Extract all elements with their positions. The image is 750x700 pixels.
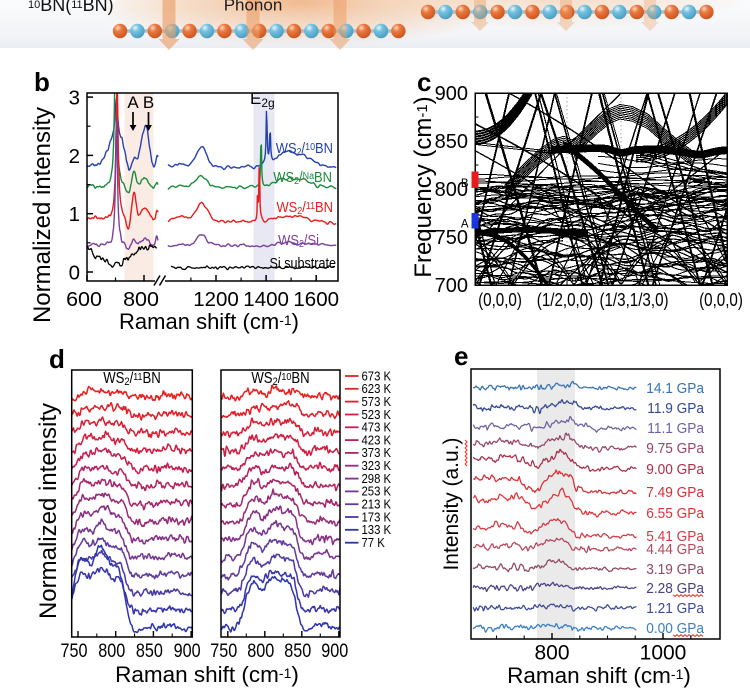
svg-text:B: B: [461, 178, 469, 190]
svg-text:7.49 GPa: 7.49 GPa: [646, 484, 705, 501]
svg-text:800: 800: [534, 642, 569, 665]
svg-text:b: b: [34, 67, 50, 97]
svg-text:298 K: 298 K: [362, 471, 392, 486]
svg-text:(1/2,0,0): (1/2,0,0): [537, 290, 593, 311]
svg-text:WS2/NaBN: WS2/NaBN: [273, 168, 332, 187]
svg-text:700: 700: [435, 275, 468, 297]
svg-text:A: A: [127, 93, 139, 112]
svg-text:9.00 GPa: 9.00 GPa: [646, 461, 705, 478]
svg-text:1400: 1400: [243, 288, 289, 311]
svg-text:3: 3: [69, 87, 80, 110]
svg-text:e: e: [454, 341, 468, 371]
svg-text:523 K: 523 K: [362, 407, 392, 422]
svg-text:11.1 GPa: 11.1 GPa: [647, 420, 705, 437]
svg-text:77 K: 77 K: [362, 535, 385, 550]
svg-text:1000: 1000: [640, 642, 687, 665]
svg-text:WS2/11BN: WS2/11BN: [103, 370, 161, 388]
svg-text:900: 900: [174, 640, 201, 662]
svg-text:(0,0,0): (0,0,0): [699, 290, 743, 311]
svg-text:11.9 GPa: 11.9 GPa: [647, 400, 705, 417]
svg-text:173 K: 173 K: [362, 510, 392, 525]
svg-text:213 K: 213 K: [362, 497, 392, 512]
svg-text:800: 800: [435, 179, 468, 201]
svg-text:900: 900: [321, 640, 348, 662]
svg-text:WS2/10BN: WS2/10BN: [276, 139, 333, 158]
svg-text:473 K: 473 K: [362, 420, 392, 435]
svg-text:Raman shift (cm-1): Raman shift (cm-1): [115, 662, 299, 687]
svg-text:Frequency (cm-1): Frequency (cm-1): [410, 96, 437, 277]
svg-text:9.75 GPa: 9.75 GPa: [646, 440, 705, 457]
svg-text:800: 800: [98, 640, 125, 662]
svg-text:850: 850: [136, 640, 163, 662]
svg-text:Intensity (a.u.): Intensity (a.u.): [440, 437, 463, 570]
svg-text:323 K: 323 K: [362, 458, 392, 473]
svg-text:600: 600: [66, 288, 102, 310]
svg-text:(0,0,0): (0,0,0): [478, 290, 522, 311]
svg-text:Raman shift (cm-1): Raman shift (cm-1): [507, 663, 691, 688]
svg-text:c: c: [417, 67, 431, 97]
svg-text:Normalized intensity: Normalized intensity: [35, 403, 62, 619]
svg-text:900: 900: [435, 83, 468, 105]
svg-text:Normalized intensity: Normalized intensity: [29, 107, 56, 323]
svg-text:WS2/10BN: WS2/10BN: [251, 370, 309, 388]
svg-text:E2g: E2g: [250, 89, 275, 110]
svg-text:5.41 GPa: 5.41 GPa: [646, 528, 705, 545]
svg-text:1600: 1600: [293, 288, 339, 311]
svg-text:133 K: 133 K: [362, 523, 392, 538]
svg-text:10BN(11BN): 10BN(11BN): [28, 0, 114, 15]
svg-text:2: 2: [69, 145, 80, 168]
svg-text:750: 750: [435, 227, 468, 249]
svg-text:253 K: 253 K: [362, 484, 392, 499]
svg-text:750: 750: [210, 640, 237, 662]
svg-text:800: 800: [247, 640, 274, 662]
svg-text:1.21 GPa: 1.21 GPa: [646, 600, 705, 617]
svg-text:2.28 GPa: 2.28 GPa: [646, 580, 705, 597]
svg-text:423 K: 423 K: [362, 433, 392, 448]
svg-text:Raman shift (cm-1): Raman shift (cm-1): [119, 309, 299, 334]
svg-text:B: B: [143, 93, 154, 112]
svg-text:14.1 GPa: 14.1 GPa: [646, 380, 705, 397]
svg-text:4.44 GPa: 4.44 GPa: [646, 541, 705, 558]
svg-text:0.00 GPa: 0.00 GPa: [646, 620, 705, 637]
svg-text:1: 1: [69, 203, 80, 226]
svg-text:6.55 GPa: 6.55 GPa: [646, 505, 705, 522]
svg-text:Phonon: Phonon: [224, 0, 283, 15]
svg-text:850: 850: [435, 131, 468, 153]
svg-text:A: A: [461, 219, 469, 231]
svg-text:WS2/Si: WS2/Si: [278, 231, 319, 250]
svg-text:d: d: [49, 344, 65, 374]
svg-text:WS2/11BN: WS2/11BN: [276, 198, 333, 217]
svg-text:673 K: 673 K: [362, 369, 392, 384]
svg-text:623 K: 623 K: [362, 382, 392, 397]
svg-text:1200: 1200: [193, 288, 239, 311]
svg-text:3.19 GPa: 3.19 GPa: [646, 561, 705, 578]
svg-text:750: 750: [61, 640, 88, 662]
svg-text:573 K: 573 K: [362, 394, 392, 409]
svg-text:850: 850: [284, 640, 311, 662]
svg-text:373 K: 373 K: [362, 446, 392, 461]
svg-text:(1/3,1/3,0): (1/3,1/3,0): [599, 290, 668, 311]
svg-text:Si substrate: Si substrate: [269, 254, 336, 271]
svg-text:800: 800: [123, 288, 159, 310]
svg-text:0: 0: [69, 262, 80, 285]
